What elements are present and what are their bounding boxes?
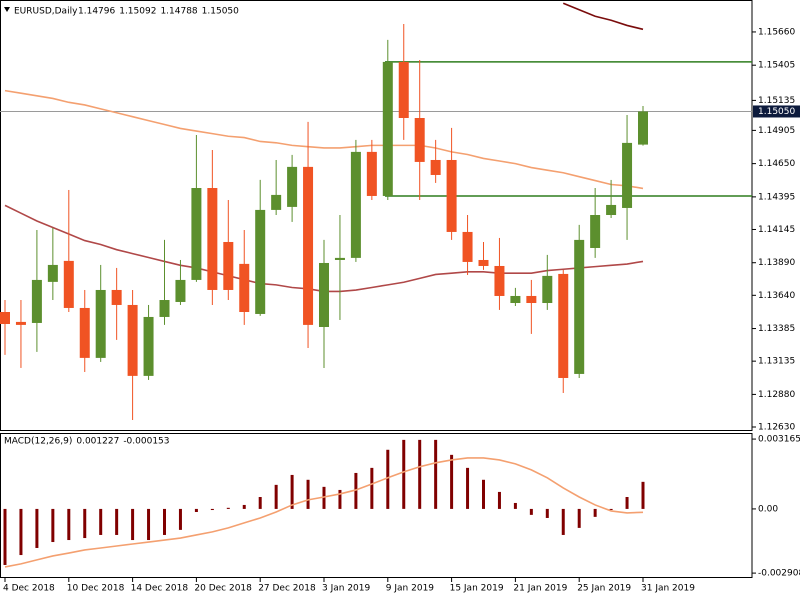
price-tag [753, 105, 800, 118]
candle-body [542, 275, 553, 304]
x-tick-label: 3 Jan 2019 [322, 584, 370, 594]
candle-body [574, 239, 585, 374]
x-tick-label: 10 Dec 2018 [67, 584, 125, 594]
ohlc-value: 1.14788 [160, 7, 197, 17]
candle-body [366, 151, 377, 196]
price-tag-label: 1.15050 [758, 107, 795, 117]
macd-title: MACD(12,26,9) [4, 437, 72, 447]
macd-panel [0, 433, 753, 578]
candle-body [319, 262, 329, 327]
y-tick-label: 1.13640 [758, 291, 795, 301]
candle-body [638, 111, 648, 145]
macd-value: 0.001227 [76, 437, 119, 447]
candle-body [255, 209, 266, 314]
candle-body [127, 304, 138, 376]
candle-body [47, 264, 58, 282]
x-tick-label: 31 Jan 2019 [641, 584, 695, 594]
candle-body [207, 188, 218, 290]
candle-body [63, 260, 74, 308]
x-tick-label: 20 Dec 2018 [194, 584, 252, 594]
candle-body [0, 312, 10, 324]
y-tick-label: 1.14650 [758, 159, 795, 169]
candle-body [478, 259, 489, 266]
candle-body [31, 279, 42, 323]
candle-body [303, 166, 314, 325]
candle-body [446, 159, 457, 232]
candle-body [526, 295, 537, 304]
macd-y-tick-label: 0.003165 [758, 435, 800, 445]
candle-body [175, 279, 186, 302]
candle-body [143, 316, 154, 376]
candle-body [382, 61, 393, 196]
main-panel [0, 0, 753, 431]
candle-body [430, 159, 441, 175]
y-tick-label: 1.13890 [758, 258, 795, 268]
y-tick-label: 1.15405 [758, 61, 795, 71]
x-tick-label: 9 Jan 2019 [386, 584, 434, 594]
ohlc-value: 1.14796 [78, 7, 115, 17]
candle-body [622, 142, 633, 208]
candle-body [191, 188, 202, 280]
candle-body [414, 117, 425, 162]
x-tick-label: 25 Jan 2019 [577, 584, 631, 594]
macd-signal [4, 457, 644, 568]
candle-body [590, 215, 601, 248]
y-tick-label: 1.14145 [758, 225, 795, 235]
candle-body [159, 300, 170, 317]
candle-body [510, 295, 521, 304]
ohlc-value: 1.15050 [202, 7, 239, 17]
candle-body [558, 273, 569, 378]
y-tick-label: 1.12880 [758, 390, 795, 400]
ohlc-value: 1.15092 [119, 7, 156, 17]
x-tick-label: 4 Dec 2018 [3, 584, 55, 594]
candle-body [95, 289, 106, 358]
candle-body [462, 231, 473, 262]
y-tick-label: 1.14395 [758, 192, 795, 202]
y-tick-label: 1.14905 [758, 126, 795, 136]
candle-body [111, 289, 122, 305]
x-tick-label: 15 Jan 2019 [450, 584, 504, 594]
candle-body [239, 263, 250, 313]
candle-body [79, 307, 90, 358]
y-tick-label: 1.12630 [758, 423, 795, 433]
y-tick-label: 1.15660 [758, 27, 795, 37]
macd-value: -0.000153 [123, 437, 169, 447]
x-tick-label: 21 Jan 2019 [513, 584, 567, 594]
candle-body [398, 61, 409, 118]
candle-body [271, 194, 282, 210]
moving-average [562, 2, 644, 31]
symbol: EURUSD,Daily [14, 7, 78, 17]
y-tick-label: 1.13135 [758, 357, 795, 367]
moving-average [4, 89, 644, 190]
x-tick-label: 14 Dec 2018 [131, 584, 189, 594]
candle-body [223, 241, 234, 290]
candle-body [494, 265, 505, 296]
candle-body [606, 204, 617, 215]
candle-body [334, 257, 345, 260]
candle-body [287, 166, 298, 207]
candle-body [15, 321, 26, 325]
macd-y-tick-label: 0.00 [758, 504, 778, 514]
x-tick-label: 27 Dec 2018 [258, 584, 316, 594]
y-tick-label: 1.13385 [758, 324, 795, 334]
candle-body [350, 151, 361, 258]
y-tick-label: 1.15135 [758, 96, 795, 106]
menu-arrow [4, 7, 10, 12]
macd-y-tick-label: -0.002908 [758, 569, 800, 579]
